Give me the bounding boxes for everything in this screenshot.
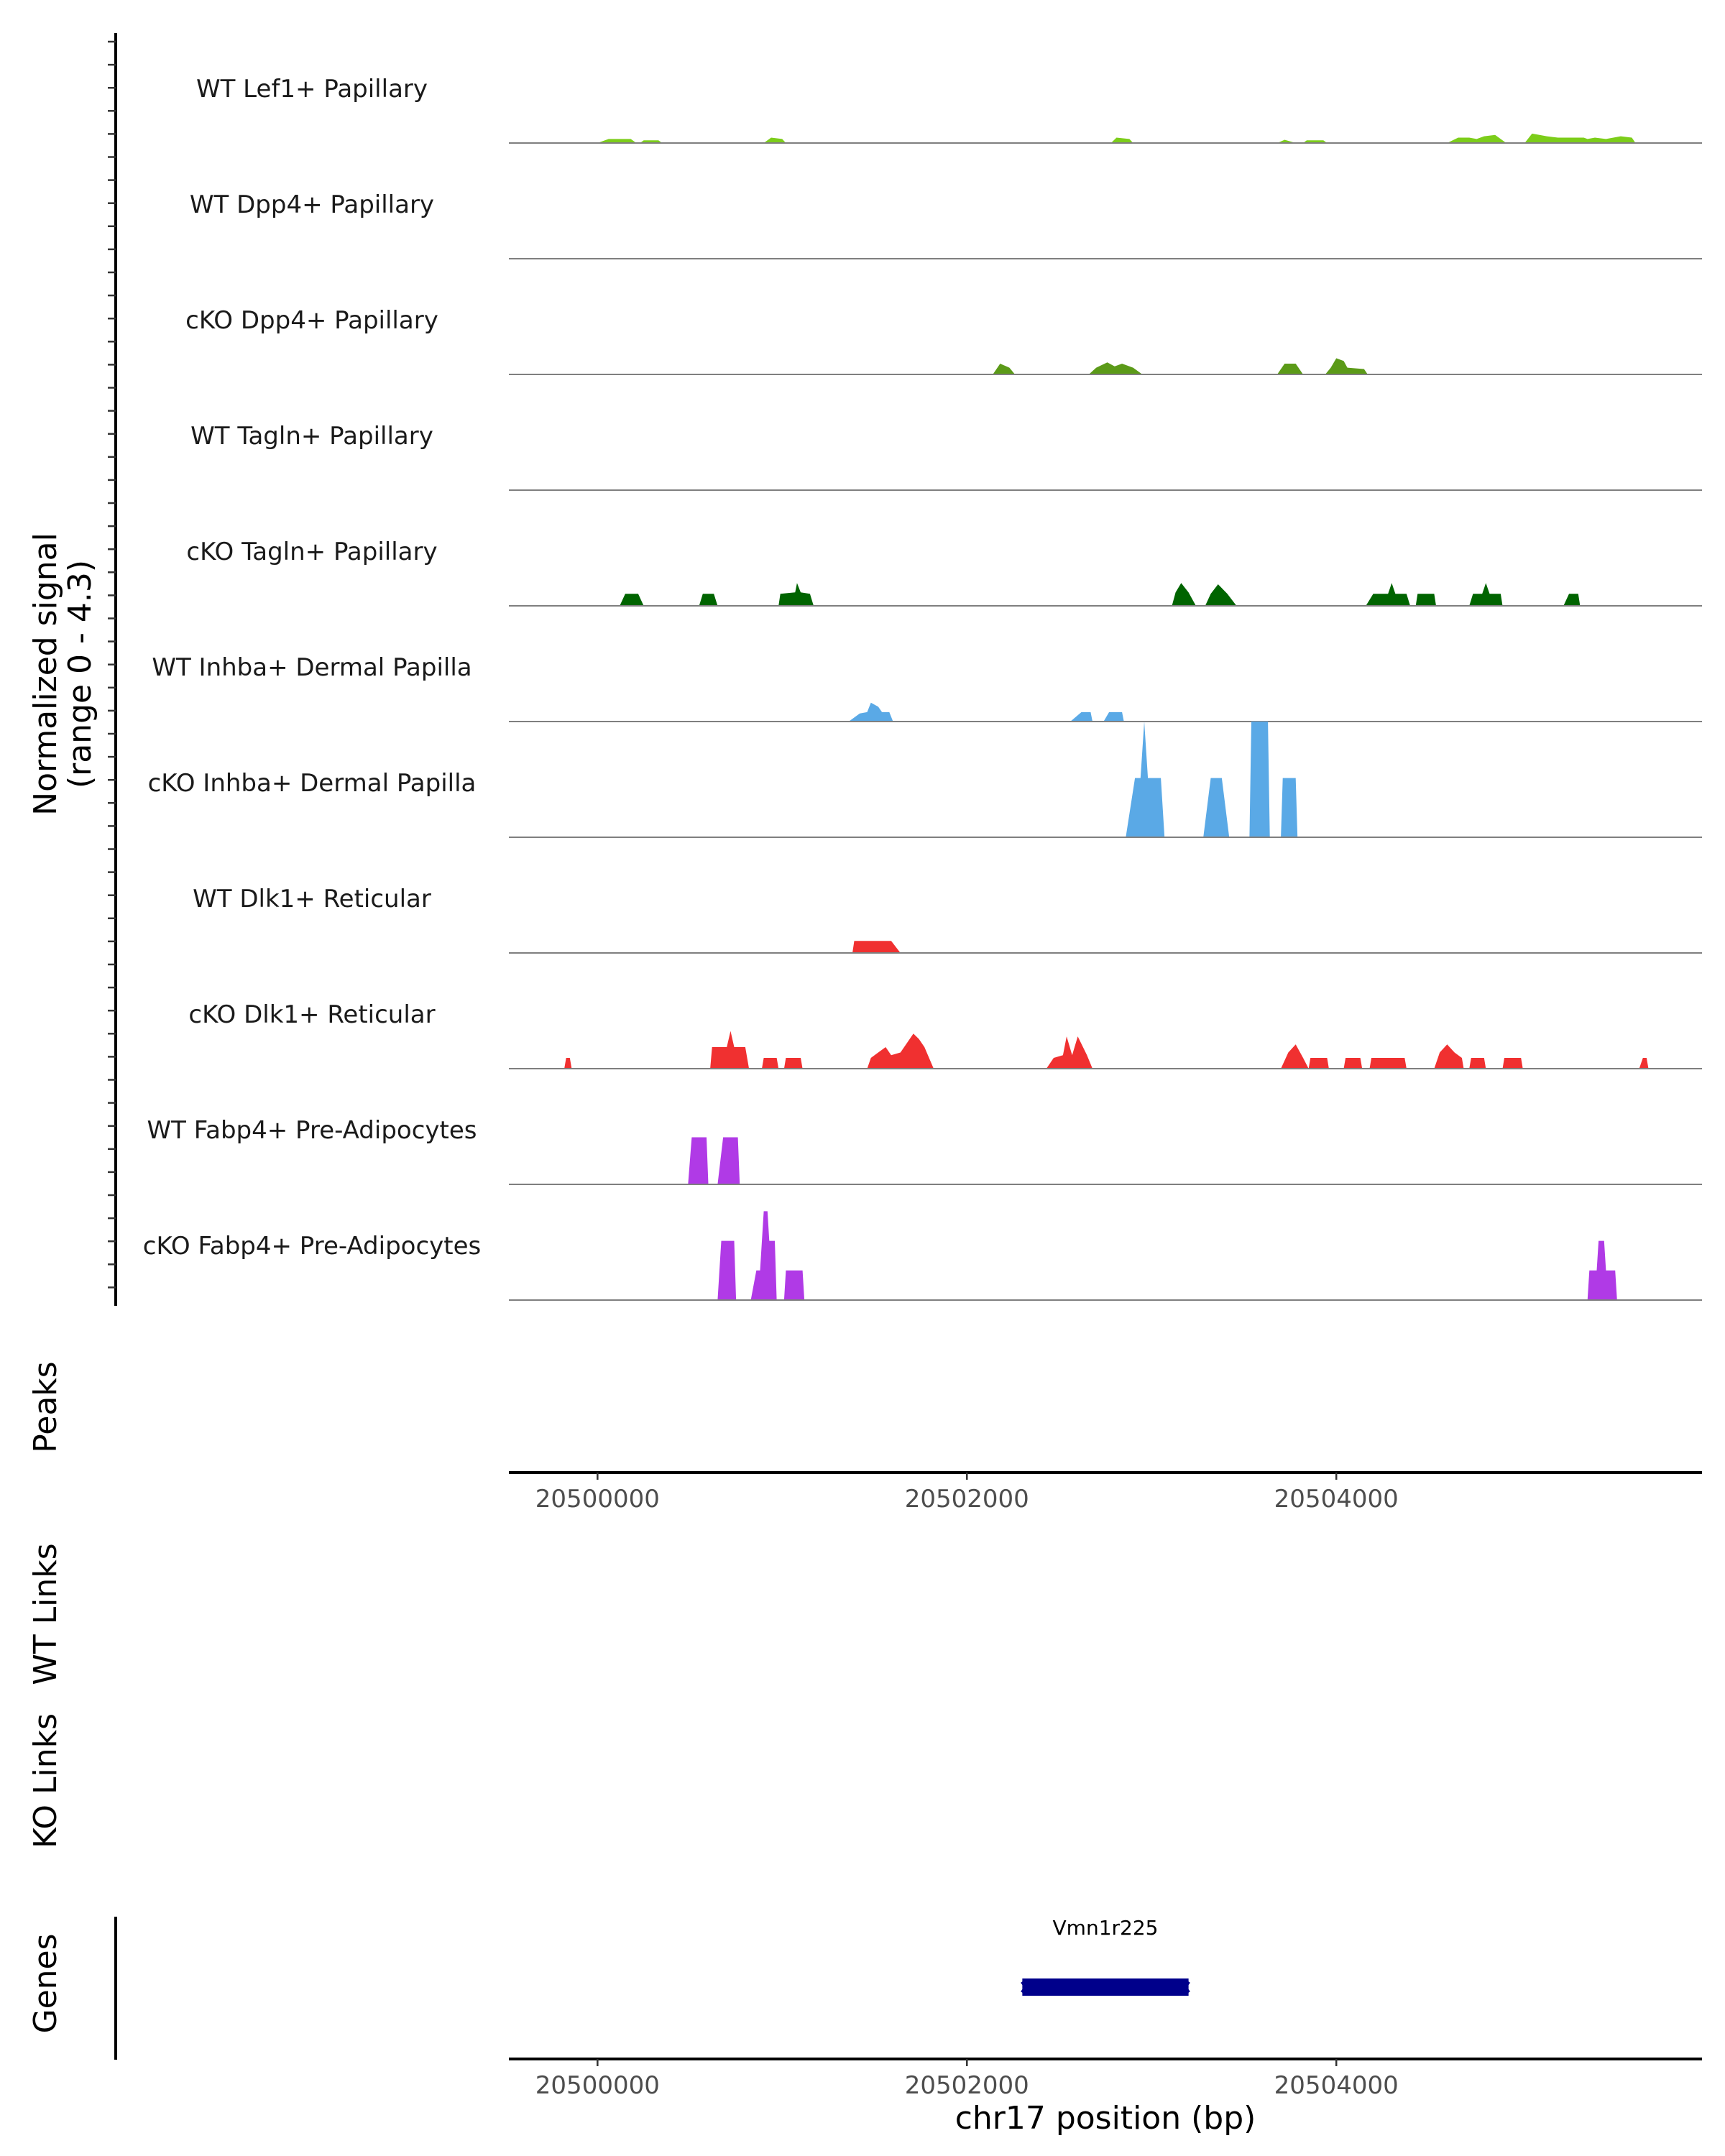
track-cko-dpp4-papillary: cKO Dpp4+ Papillary xyxy=(185,306,1702,375)
y-axis xyxy=(108,33,117,1306)
peaks-panel-title: Peaks xyxy=(27,1361,64,1452)
track-label: cKO Fabp4+ Pre-Adipocytes xyxy=(143,1232,482,1261)
track-label: WT Dpp4+ Papillary xyxy=(190,190,434,219)
signal-area xyxy=(564,1031,1649,1069)
signal-area xyxy=(688,1137,740,1184)
signal-area xyxy=(597,133,1636,143)
track-label: cKO Dpp4+ Papillary xyxy=(185,306,438,335)
y-axis-titles: Normalized signal (range 0 - 4.3) Peaks … xyxy=(27,533,98,2033)
track-cko-tagln-papillary: cKO Tagln+ Papillary xyxy=(186,538,1702,607)
track-cko-fabp4-pre-adipocytes: cKO Fabp4+ Pre-Adipocytes xyxy=(143,1211,1702,1301)
track-label: WT Lef1+ Papillary xyxy=(196,75,428,103)
track-label: WT Fabp4+ Pre-Adipocytes xyxy=(147,1116,477,1145)
genes-panel-title: Genes xyxy=(27,1933,64,2033)
signal-area xyxy=(848,702,1124,722)
track-wt-inhba-dermal-papilla: WT Inhba+ Dermal Papilla xyxy=(152,653,1702,722)
signal-area xyxy=(620,583,1581,606)
ko-links-panel-title: KO Links xyxy=(27,1713,64,1848)
track-cko-dlk1-reticular: cKO Dlk1+ Reticular xyxy=(188,1000,1702,1069)
track-label: cKO Tagln+ Papillary xyxy=(186,538,437,566)
genes-x-axis: 20500000 20502000 20504000 xyxy=(509,2058,1702,2100)
track-wt-lef1-papillary: WT Lef1+ Papillary xyxy=(196,75,1702,144)
track-wt-dpp4-papillary: WT Dpp4+ Papillary xyxy=(190,190,1702,259)
wt-links-panel-title: WT Links xyxy=(27,1543,64,1685)
x-tick-label: 20502000 xyxy=(905,2071,1029,2100)
x-tick-label: 20504000 xyxy=(1274,2071,1399,2100)
gene-label: Vmn1r225 xyxy=(1053,1916,1159,1940)
signal-area xyxy=(852,941,901,953)
track-label: cKO Inhba+ Dermal Papilla xyxy=(148,769,477,798)
x-axis-title: chr17 position (bp) xyxy=(955,2100,1256,2137)
track-wt-dlk1-reticular: WT Dlk1+ Reticular xyxy=(193,885,1702,954)
track-wt-tagln-papillary: WT Tagln+ Papillary xyxy=(190,422,1702,491)
signal-tracks: WT Lef1+ Papillary WT Dpp4+ Papillary cKO … xyxy=(143,75,1702,1301)
y-axis-title-line2: (range 0 - 4.3) xyxy=(62,560,98,788)
signal-area xyxy=(993,358,1368,374)
signal-area xyxy=(717,1211,1617,1300)
gene-vmn1r225: Vmn1r225 xyxy=(1021,1916,1190,1996)
x-tick-label: 20504000 xyxy=(1274,1485,1399,1514)
genes-panel: Vmn1r225 xyxy=(114,1916,1190,2060)
peaks-x-axis: 20500000 20502000 20504000 xyxy=(509,1471,1702,1514)
signal-area xyxy=(1126,722,1298,837)
gene-body xyxy=(1022,1978,1189,1996)
track-wt-fabp4-pre-adipocytes: WT Fabp4+ Pre-Adipocytes xyxy=(147,1116,1702,1185)
x-tick-label: 20500000 xyxy=(535,1485,660,1514)
strand-marker xyxy=(1021,1981,1030,1993)
x-tick-label: 20500000 xyxy=(535,2071,660,2100)
track-label: WT Tagln+ Papillary xyxy=(190,422,433,451)
track-label: WT Inhba+ Dermal Papilla xyxy=(152,653,472,682)
track-cko-inhba-dermal-papilla: cKO Inhba+ Dermal Papilla xyxy=(148,722,1702,838)
track-label: cKO Dlk1+ Reticular xyxy=(188,1000,435,1029)
strand-marker xyxy=(1181,1981,1190,1993)
x-tick-label: 20502000 xyxy=(905,1485,1029,1514)
track-label: WT Dlk1+ Reticular xyxy=(193,885,431,913)
y-axis-title-line1: Normalized signal xyxy=(27,533,64,816)
